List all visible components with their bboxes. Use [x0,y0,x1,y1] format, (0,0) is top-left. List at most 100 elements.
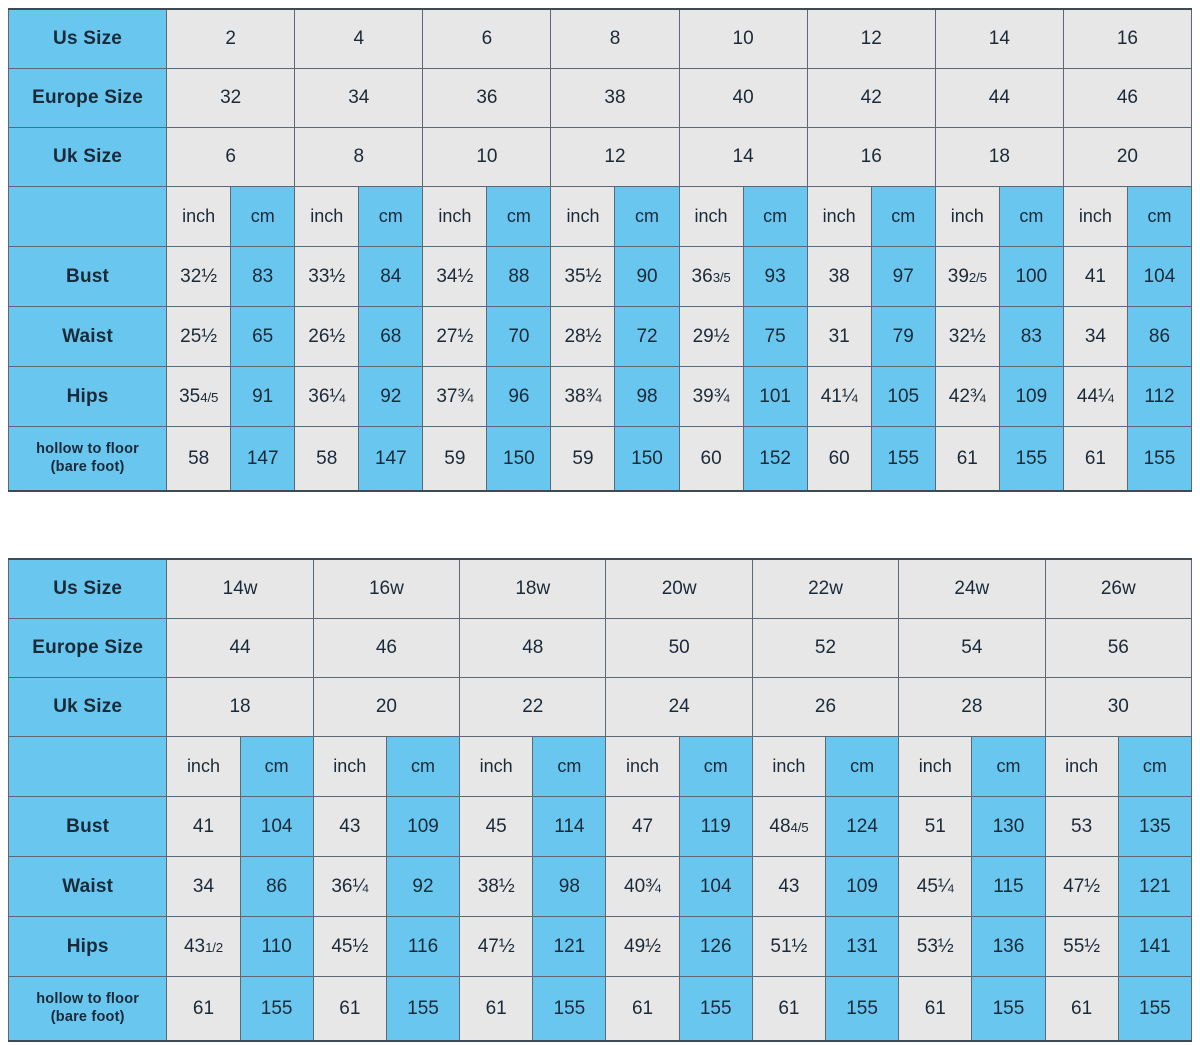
hollow-to-floor-cm-0: 147 [230,426,296,492]
unit-header-cm-4: cm [824,736,900,797]
hips-cm-3: 126 [678,916,753,977]
hollow-to-floor-inch-0: 58 [166,426,232,492]
waist-inch-7: 34 [1062,306,1128,367]
plus-size-table: Us Size 14w 16w 18w 20w 22w 24w 26w Europe Size 4… [7,558,1193,1042]
bust-inch-3: 35½ [550,246,616,307]
bust-inch-3: 47 [605,796,680,857]
hollow-to-floor-inch-2: 61 [459,976,534,1042]
europe-size-value-1: 34 [294,68,424,128]
europe-size-value-3: 38 [550,68,680,128]
uk-size-value-3: 24 [605,677,753,737]
table-misses-body: Us Size 2 4 6 8 10 12 14 16 Europe Size 32 34 36 38 40… [7,8,1193,492]
row-label-hollow-to-floor: hollow to floor (bare foot) [7,426,168,492]
europe-size-value-7: 46 [1062,68,1193,128]
table-row-uk-size: Uk Size 18 20 22 24 26 28 30 [7,677,1193,737]
us-size-value-7: 16 [1062,8,1193,69]
uk-size-value-0: 18 [166,677,314,737]
waist-inch-1: 36¼ [312,856,387,917]
unit-header-inch-3: inch [605,736,680,797]
unit-header-inch-0: inch [166,186,232,247]
standard-size-table: Us Size 2 4 6 8 10 12 14 16 Europe Size 32 34 36 38 40… [7,8,1193,492]
row-label-uk-size: Uk Size [7,127,168,187]
uk-size-value-7: 20 [1062,127,1193,187]
waist-inch-3: 40¾ [605,856,680,917]
bust-cm-0: 83 [230,246,296,307]
bust-inch-6: 392/5 [934,246,1000,307]
hips-cm-0: 110 [239,916,314,977]
hips-cm-6: 109 [998,366,1064,427]
row-label-europe-size: Europe Size [7,618,168,678]
unit-header-cm-2: cm [532,736,607,797]
uk-size-value-4: 14 [678,127,808,187]
unit-header-inch-4: inch [751,736,826,797]
hips-inch-4: 51½ [751,916,826,977]
us-size-value-3: 8 [550,8,680,69]
uk-size-value-3: 12 [550,127,680,187]
europe-size-value-4: 40 [678,68,808,128]
hollow-to-floor-inch-5: 60 [806,426,872,492]
hips-cm-1: 92 [358,366,424,427]
unit-header-cm-0: cm [239,736,314,797]
uk-size-value-5: 28 [898,677,1046,737]
waist-inch-3: 28½ [550,306,616,367]
waist-cm-0: 86 [239,856,314,917]
europe-size-value-6: 56 [1044,618,1193,678]
hips-inch-0: 354/5 [166,366,232,427]
row-label-us-size: Us Size [7,8,168,69]
table-row-hips: Hips 431/2 110 45½ 116 47½ 121 49½ 126 51½ 131 53½ 1… [7,916,1193,977]
table-row-europe-size: Europe Size 32 34 36 38 40 42 44 46 [7,68,1193,128]
hips-inch-4: 39¾ [678,366,744,427]
hollow-to-floor-inch-6: 61 [1044,976,1119,1042]
waist-inch-4: 29½ [678,306,744,367]
hollow-to-floor-cm-7: 155 [1126,426,1193,492]
table-row-waist: Waist 25½ 65 26½ 68 27½ 70 28½ 72 29½ 75 31 79 32½ 83 3… [7,306,1193,367]
table-row-europe-size: Europe Size 44 46 48 50 52 54 56 [7,618,1193,678]
row-label-bust: Bust [7,796,168,857]
table-row-bust: Bust 32½ 83 33½ 84 34½ 88 35½ 90 363/5 93 38 97 392/5… [7,246,1193,307]
unit-header-inch-2: inch [459,736,534,797]
bust-cm-2: 114 [532,796,607,857]
uk-size-value-6: 30 [1044,677,1193,737]
unit-header-cm-1: cm [385,736,461,797]
hips-cm-4: 101 [742,366,808,427]
us-size-value-5: 12 [806,8,936,69]
waist-inch-0: 25½ [166,306,232,367]
waist-inch-2: 38½ [459,856,534,917]
europe-size-value-6: 44 [934,68,1064,128]
hips-inch-3: 49½ [605,916,680,977]
row-label-hollow-to-floor: hollow to floor (bare foot) [7,976,168,1042]
us-size-value-0: 2 [166,8,296,69]
hollow-to-floor-inch-4: 61 [751,976,826,1042]
waist-cm-7: 86 [1126,306,1193,367]
row-label-waist: Waist [7,856,168,917]
bust-inch-2: 45 [459,796,534,857]
europe-size-value-2: 48 [459,618,607,678]
unit-header-inch-4: inch [678,186,744,247]
bust-cm-5: 130 [971,796,1046,857]
waist-cm-6: 83 [998,306,1064,367]
hollow-to-floor-cm-1: 147 [358,426,424,492]
us-size-value-6: 26w [1044,558,1193,619]
us-size-value-3: 20w [605,558,753,619]
unit-header-inch-2: inch [422,186,488,247]
uk-size-value-1: 20 [312,677,461,737]
bust-cm-2: 88 [486,246,552,307]
hollow-to-floor-inch-2: 59 [422,426,488,492]
us-size-value-5: 24w [898,558,1046,619]
bust-inch-5: 38 [806,246,872,307]
hips-cm-6: 141 [1117,916,1193,977]
hips-inch-1: 36¼ [294,366,360,427]
unit-header-cm-3: cm [678,736,753,797]
unit-header-inch-0: inch [166,736,241,797]
table-row-us-size: Us Size 14w 16w 18w 20w 22w 24w 26w [7,558,1193,619]
table-row-bust: Bust 41 104 43 109 45 114 47 119 484/5 124 51 130 53 1… [7,796,1193,857]
unit-header-cm-5: cm [971,736,1046,797]
us-size-value-4: 22w [751,558,900,619]
uk-size-value-1: 8 [294,127,424,187]
waist-cm-1: 68 [358,306,424,367]
uk-size-value-5: 16 [806,127,936,187]
bust-inch-6: 53 [1044,796,1119,857]
bust-cm-5: 97 [870,246,936,307]
waist-cm-1: 92 [385,856,461,917]
hips-inch-6: 42¾ [934,366,1000,427]
